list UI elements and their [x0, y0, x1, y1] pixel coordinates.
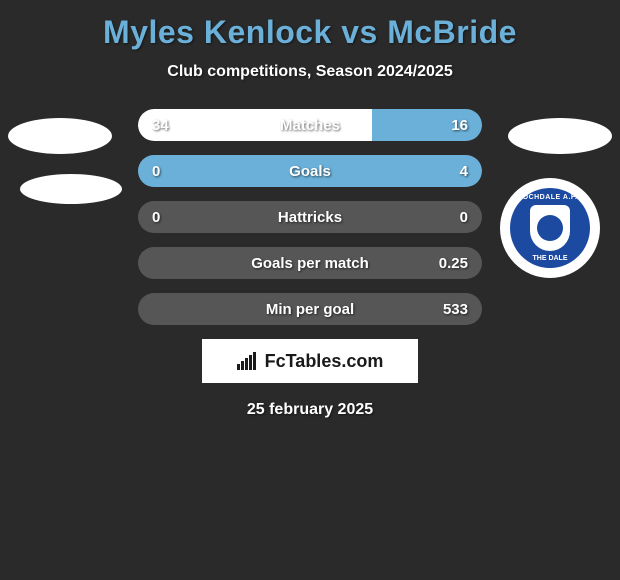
date-label: 25 february 2025 — [0, 401, 620, 419]
branding-box: FcTables.com — [202, 339, 418, 383]
stats-area: 34Matches160Goals40Hattricks0Goals per m… — [0, 109, 620, 325]
stat-row: Min per goal533 — [138, 293, 482, 325]
stat-value-right: 4 — [412, 163, 482, 180]
stat-label: Matches — [208, 117, 412, 134]
stat-label: Hattricks — [208, 209, 412, 226]
stat-value-left: 0 — [138, 163, 208, 180]
page-title: Myles Kenlock vs McBride — [0, 8, 620, 55]
stat-label: Goals per match — [208, 255, 412, 272]
stat-value-right: 0.25 — [412, 255, 482, 272]
stat-value-left: 0 — [138, 209, 208, 226]
stat-row: 0Hattricks0 — [138, 201, 482, 233]
stat-row: 34Matches16 — [138, 109, 482, 141]
stat-label: Goals — [208, 163, 412, 180]
branding-text: FcTables.com — [265, 351, 384, 372]
stat-value-right: 533 — [412, 301, 482, 318]
bars-icon — [237, 352, 259, 370]
stat-value-right: 16 — [412, 117, 482, 134]
stat-label: Min per goal — [208, 301, 412, 318]
stat-row: 0Goals4 — [138, 155, 482, 187]
stat-row: Goals per match0.25 — [138, 247, 482, 279]
stat-value-left: 34 — [138, 117, 208, 134]
comparison-card: Myles Kenlock vs McBride Club competitio… — [0, 0, 620, 419]
subtitle: Club competitions, Season 2024/2025 — [0, 63, 620, 81]
stat-value-right: 0 — [412, 209, 482, 226]
